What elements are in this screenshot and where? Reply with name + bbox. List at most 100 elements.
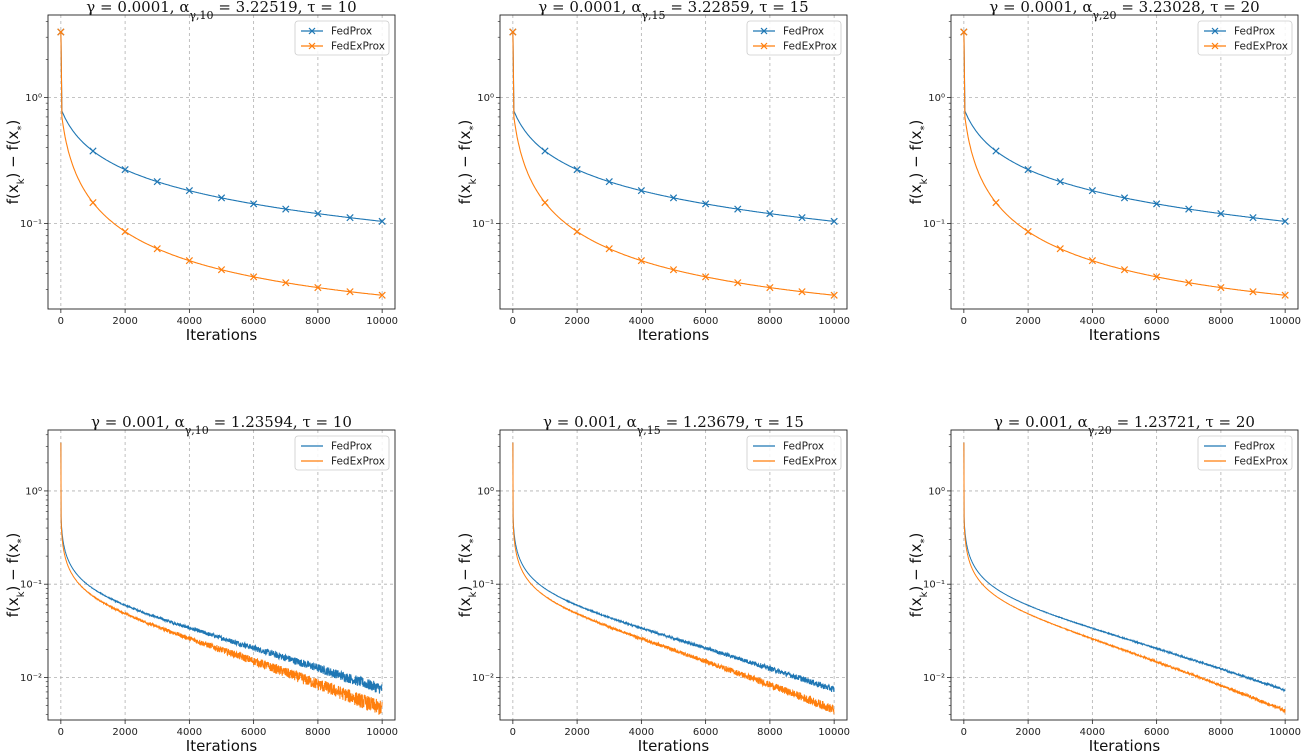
y-tick-label: 10⁰: [477, 486, 494, 497]
chart-panel-1: 0 2000 4000 6000 8000 10000 10⁰ 10⁻¹ Iterations f…: [456, 0, 850, 344]
series-line-FedExProx: [512, 31, 835, 296]
x-tick-label: 6000: [1144, 316, 1169, 327]
series-line-FedProx: [512, 442, 835, 693]
x-axis-label-1: Iterations: [638, 326, 710, 344]
x-tick-label: 4000: [1080, 727, 1105, 738]
legend: FedProx FedExProx: [746, 20, 842, 56]
chart-title-5: γ = 0.001, αγ,20 = 1.23721, τ = 20: [994, 413, 1255, 437]
x-tick-label: 4000: [629, 727, 654, 738]
axes-frame: [499, 429, 848, 721]
x-tick-label: 2000: [564, 316, 589, 327]
axes-frame: [950, 429, 1299, 721]
y-tick-label: 10⁻²: [472, 673, 494, 684]
axes-frame: [499, 14, 848, 310]
chart-title-2: γ = 0.0001, αγ,20 = 3.23028, τ = 20: [989, 0, 1259, 22]
data-point-FedExProx: [57, 28, 65, 36]
legend-marker: [308, 27, 316, 35]
x-axis-label-0: Iterations: [186, 326, 258, 344]
data-point-FedExProx: [89, 198, 97, 207]
legend-label-FedProx: FedProx: [1234, 26, 1275, 38]
axes-frame: [950, 14, 1299, 310]
x-tick-label: 4000: [629, 316, 654, 327]
data-point-FedExProx: [250, 273, 258, 281]
data-point-FedProx: [1153, 200, 1161, 208]
series-line-FedProx: [963, 442, 1286, 693]
data-point-FedProx: [766, 209, 774, 218]
data-point-FedProx: [1024, 165, 1032, 174]
y-tick-label: 10⁰: [25, 93, 42, 104]
data-point-FedProx: [89, 147, 97, 155]
data-point-FedProx: [573, 165, 581, 174]
legend-marker: [760, 42, 768, 50]
legend-label-FedProx: FedProx: [331, 441, 372, 453]
data-point-FedExProx: [1153, 273, 1161, 281]
legend-label-FedProx: FedProx: [1234, 441, 1275, 453]
x-axis-label-3: Iterations: [186, 737, 258, 755]
x-tick-label: 10000: [818, 727, 850, 738]
x-tick-label: 8000: [1208, 316, 1233, 327]
data-point-FedExProx: [541, 198, 549, 207]
y-tick-label: 10⁻²: [20, 673, 42, 684]
data-point-FedProx: [314, 209, 322, 218]
x-axis-label-4: Iterations: [638, 737, 710, 755]
legend: FedProx FedExProx: [294, 20, 390, 56]
data-point-FedExProx: [282, 279, 290, 287]
legend: FedProx FedExProx: [1197, 20, 1293, 56]
x-tick-label: 4000: [177, 316, 202, 327]
chart-panel-5: 0 2000 4000 6000 8000 10000 10⁰ 10⁻¹ 10⁻² Iterati…: [907, 413, 1301, 755]
x-tick-label: 2000: [112, 727, 137, 738]
legend-label-FedExProx: FedExProx: [783, 41, 837, 53]
series-line-FedExProx: [963, 31, 1286, 296]
chart-panel-4: 0 2000 4000 6000 8000 10000 10⁰ 10⁻¹ 10⁻² Iterati…: [456, 413, 850, 755]
x-tick-label: 10000: [366, 727, 398, 738]
legend-label-FedExProx: FedExProx: [783, 456, 837, 468]
data-point-FedExProx: [1185, 279, 1193, 287]
x-tick-label: 8000: [305, 727, 330, 738]
x-tick-label: 10000: [1269, 316, 1301, 327]
data-point-FedProx: [830, 217, 838, 225]
x-tick-label: 2000: [564, 727, 589, 738]
data-point-FedExProx: [702, 273, 710, 281]
data-point-FedExProx: [217, 266, 226, 274]
legend: FedProx FedExProx: [294, 435, 390, 471]
series-line-FedExProx: [512, 442, 835, 715]
series-group: [509, 28, 838, 299]
x-tick-label: 8000: [1208, 727, 1233, 738]
x-tick-label: 0: [961, 316, 967, 327]
axes-frame: [47, 14, 396, 310]
series-group: [60, 442, 383, 715]
data-point-FedExProx: [1217, 283, 1225, 292]
series-line-FedProx: [60, 31, 383, 222]
data-point-FedExProx: [734, 279, 742, 287]
data-point-FedExProx: [314, 283, 322, 292]
x-tick-label: 4000: [177, 727, 202, 738]
data-point-FedExProx: [1088, 257, 1096, 265]
x-tick-label: 2000: [1015, 316, 1040, 327]
legend-label-FedExProx: FedExProx: [331, 41, 385, 53]
y-axis-label-0: f(xk) − f(x*): [4, 120, 27, 205]
legend-marker: [1211, 27, 1219, 35]
data-point-FedExProx: [798, 288, 806, 296]
data-point-FedProx: [217, 194, 226, 202]
data-point-FedExProx: [766, 283, 774, 292]
legend-label-FedExProx: FedExProx: [331, 456, 385, 468]
series-line-FedExProx: [963, 442, 1286, 715]
y-tick-label: 10⁻¹: [20, 580, 42, 591]
x-axis-label-2: Iterations: [1089, 326, 1161, 344]
data-point-FedProx: [1088, 187, 1096, 195]
data-point-FedExProx: [669, 266, 678, 274]
data-point-FedProx: [1056, 178, 1064, 186]
series-line-FedExProx: [60, 442, 383, 715]
data-point-FedExProx: [573, 227, 581, 236]
x-tick-label: 0: [58, 316, 64, 327]
data-point-FedProx: [1120, 194, 1129, 202]
series-group: [960, 28, 1289, 299]
x-tick-label: 4000: [1080, 316, 1105, 327]
data-point-FedExProx: [1281, 291, 1289, 299]
x-tick-label: 2000: [112, 316, 137, 327]
data-point-FedExProx: [346, 288, 354, 296]
legend: FedProx FedExProx: [746, 435, 842, 471]
series-line-FedProx: [963, 31, 1286, 222]
y-axis-label-5: f(xk) − f(x*): [907, 533, 930, 618]
data-point-FedProx: [702, 200, 710, 208]
